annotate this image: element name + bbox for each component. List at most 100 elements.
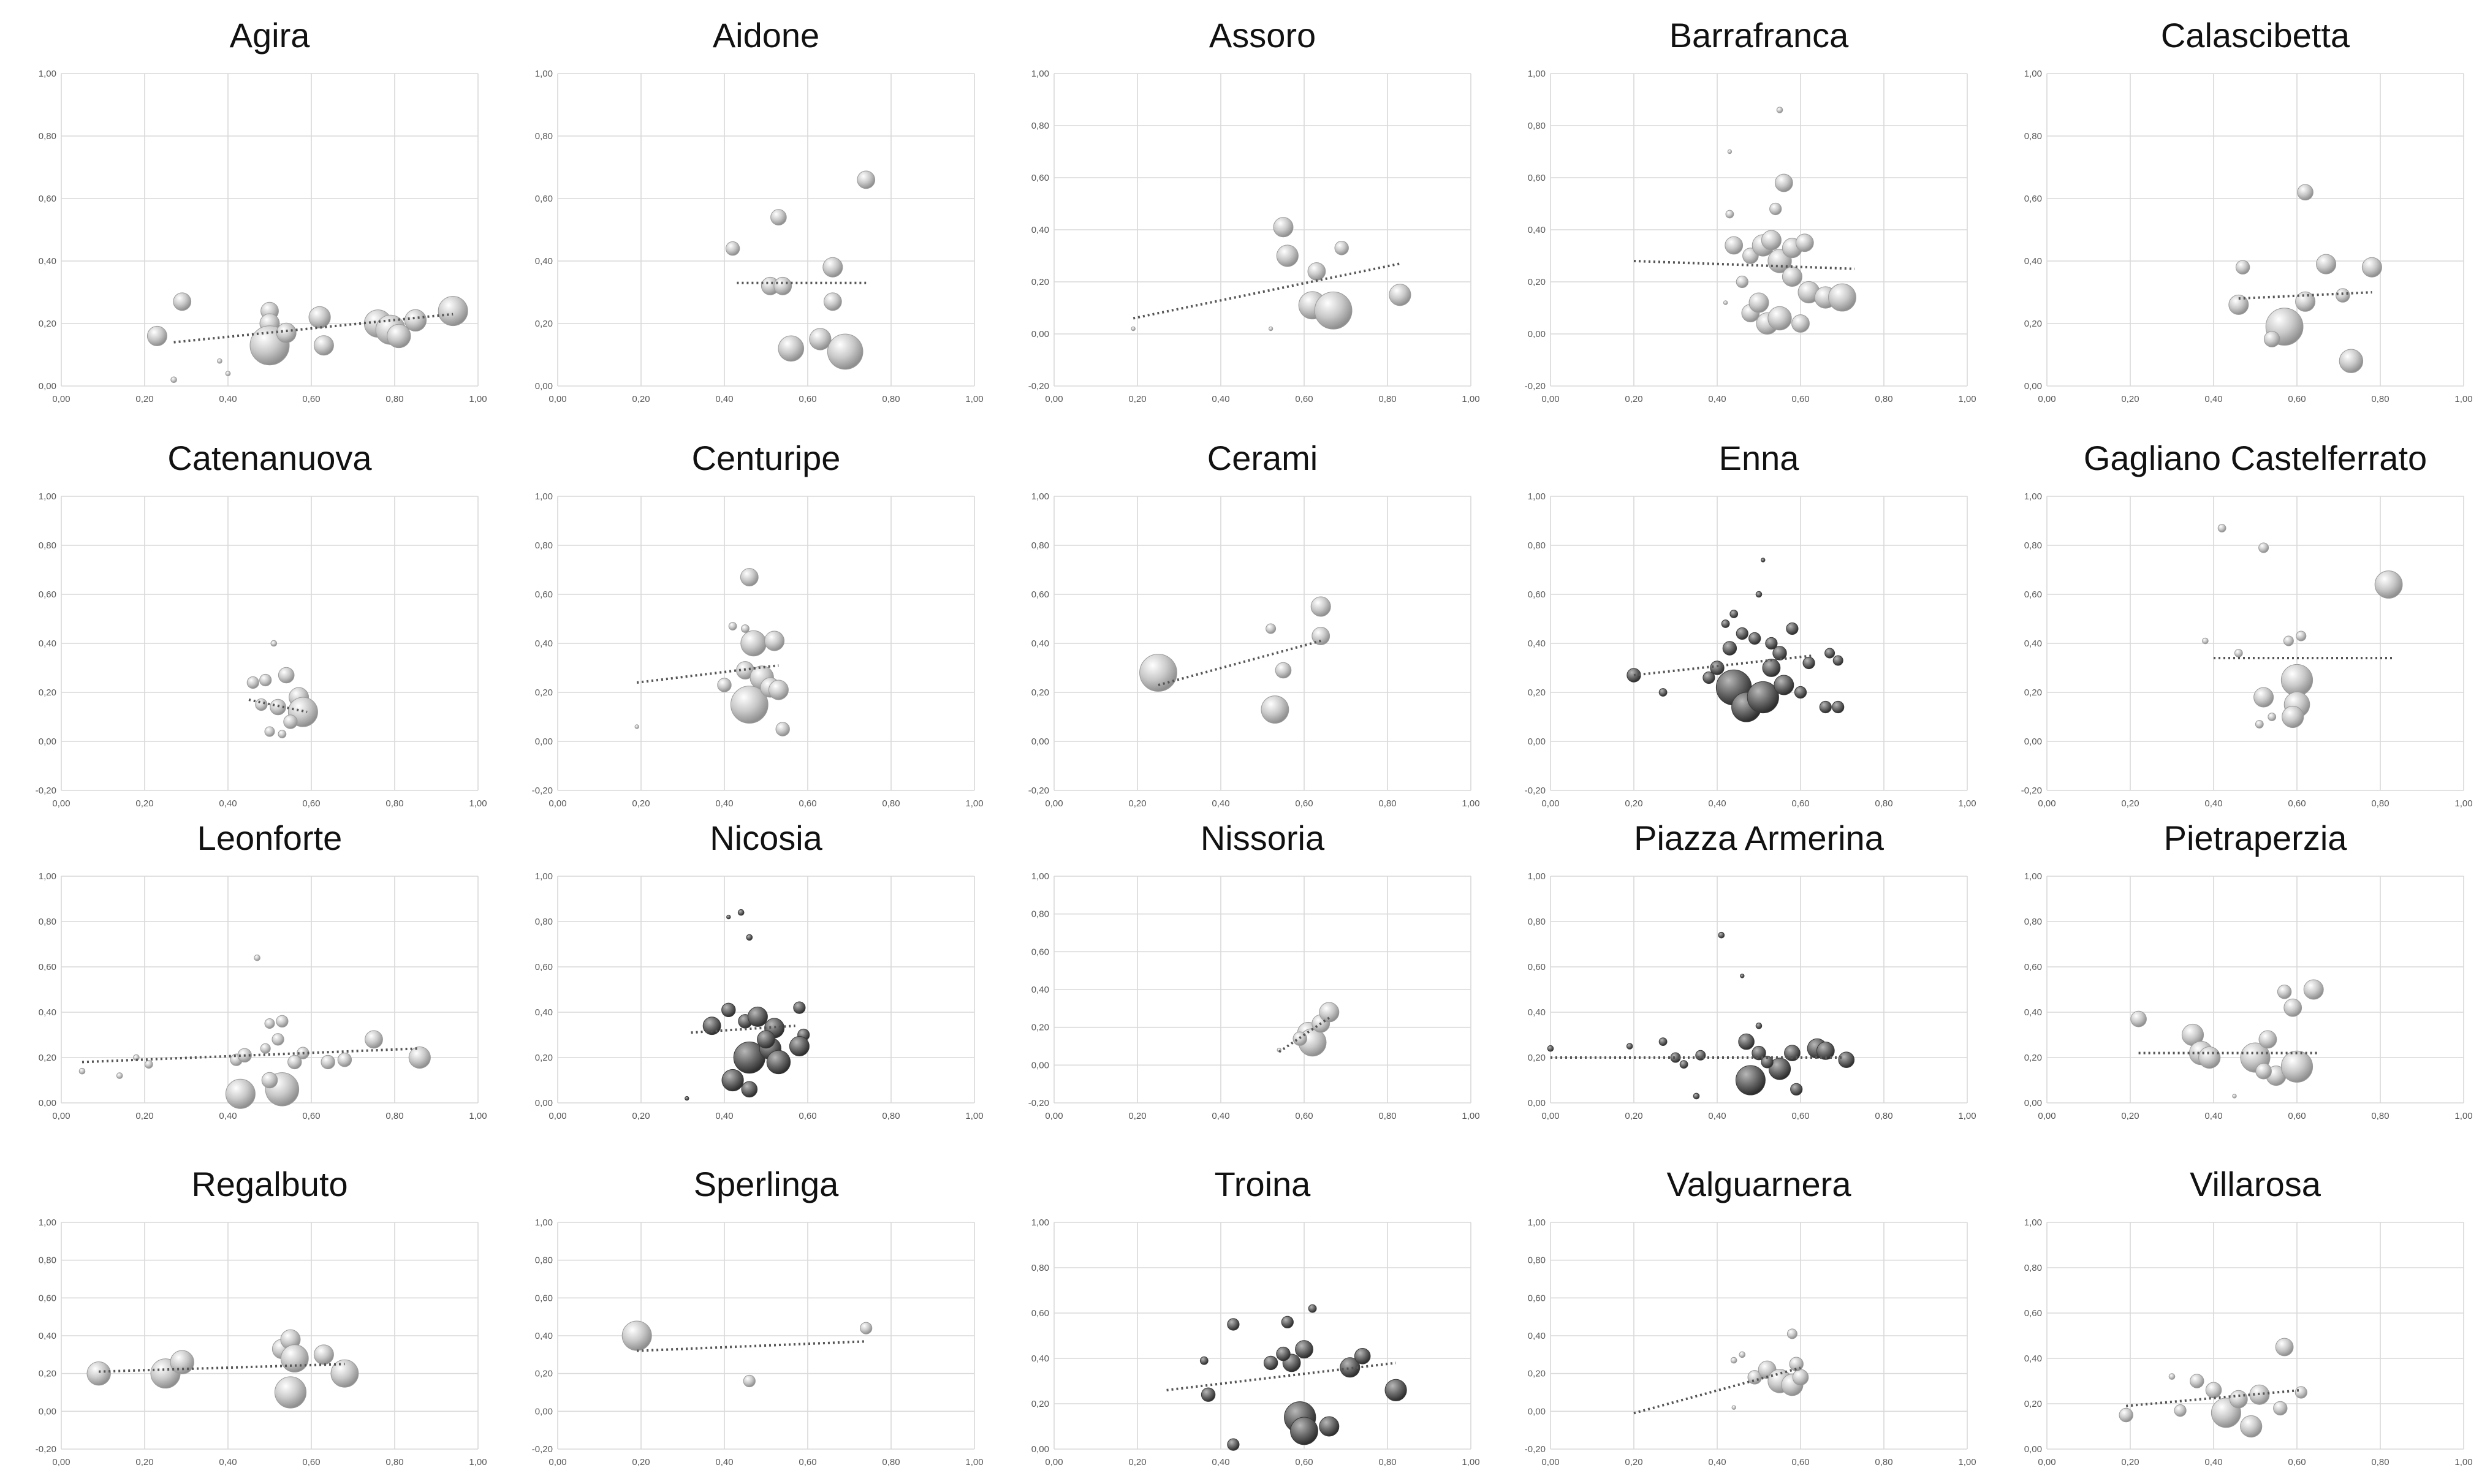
bubble-point xyxy=(2277,985,2292,999)
x-tick-label: 0,20 xyxy=(1128,394,1146,404)
y-tick-label: 0,60 xyxy=(535,194,553,204)
bubble-point xyxy=(2229,1390,2248,1409)
bubble-point xyxy=(2339,349,2364,373)
y-tick-label: 0,60 xyxy=(1031,589,1049,600)
bubble-point xyxy=(2234,649,2243,657)
y-tick-label: 0,20 xyxy=(535,687,553,698)
y-tick-label: 0,40 xyxy=(1031,985,1049,995)
bubble-point xyxy=(1670,1052,1681,1063)
bubble-point xyxy=(1319,1002,1340,1023)
bubble-point xyxy=(2374,570,2403,599)
x-tick-label: 0,20 xyxy=(2121,798,2139,809)
bubble-point xyxy=(2217,524,2226,532)
x-tick-label: 0,00 xyxy=(548,798,566,809)
y-tick-label: 0,40 xyxy=(2024,638,2042,649)
bubble-point xyxy=(1334,241,1349,256)
y-tick-label: 0,60 xyxy=(535,589,553,600)
bubble-point xyxy=(778,335,805,362)
bubble-point xyxy=(337,1053,352,1067)
scatter-plot: 0,00 0,20 0,40 0,60 0,80 1,00 0,00 0,20 0,40 0,60… xyxy=(535,871,984,1121)
scatter-plot: -0,20 0,00 0,20 0,40 0,60 0,80 1,00 0,00 0,20 0,4… xyxy=(36,491,487,809)
bubble-point xyxy=(770,209,787,225)
x-tick-label: 1,00 xyxy=(965,1457,983,1467)
x-tick-label: 1,00 xyxy=(469,1111,487,1121)
bubble-point xyxy=(1769,202,1782,216)
y-tick-label: 0,40 xyxy=(1031,638,1049,649)
x-tick-label: 0,20 xyxy=(2121,394,2139,404)
chart-panel: Nicosia 0,00 0,20 0,40 0,60 0,80 1,00 0,00 0,20 0… xyxy=(527,809,1005,1127)
y-tick-label: 0,80 xyxy=(1031,1263,1049,1273)
bubble-point xyxy=(146,325,167,346)
chart-title: Nissoria xyxy=(1200,819,1325,857)
bubble-point xyxy=(766,1050,791,1075)
y-tick-label: -0,20 xyxy=(36,1444,56,1455)
x-tick-label: 0,40 xyxy=(1212,394,1229,404)
chart-panel: Valguarnera -0,20 0,00 0,20 0,40 0,60 0,80 1,00… xyxy=(1520,1155,1998,1474)
y-tick-label: 0,40 xyxy=(1031,225,1049,235)
chart-panel: Nissoria -0,20 0,00 0,20 0,40 0,60 0,80 1,00 0,0… xyxy=(1023,809,1501,1127)
bubble-point xyxy=(1747,681,1779,714)
bubble-point xyxy=(775,722,790,736)
x-tick-label: 0,20 xyxy=(135,1111,153,1121)
y-tick-label: -0,20 xyxy=(1525,1444,1546,1455)
bubble-point xyxy=(789,1036,810,1056)
y-tick-label: 0,20 xyxy=(1528,277,1546,287)
y-tick-label: 0,80 xyxy=(39,131,56,142)
y-tick-label: 0,20 xyxy=(1031,277,1049,287)
bubble-point xyxy=(1739,1351,1746,1358)
y-tick-label: 0,80 xyxy=(535,1255,553,1266)
y-tick-label: 0,60 xyxy=(2024,589,2042,600)
bubble-point xyxy=(1794,686,1807,699)
chart-title: Nicosia xyxy=(710,819,822,857)
y-tick-label: 0,60 xyxy=(1528,589,1546,600)
bubble-point xyxy=(274,1376,307,1409)
bubble-point xyxy=(1276,1346,1291,1361)
x-tick-label: 0,80 xyxy=(882,798,900,809)
y-tick-label: 1,00 xyxy=(1528,69,1546,79)
x-tick-label: 0,80 xyxy=(1378,1111,1396,1121)
y-tick-label: 0,20 xyxy=(39,687,56,698)
y-tick-label: 0,00 xyxy=(1031,736,1049,747)
bubble-point xyxy=(1755,1022,1763,1029)
chart-panel: Villarosa 0,00 0,20 0,40 0,60 0,80 1,00 0,00 0,2… xyxy=(2016,1155,2490,1474)
bubble-point xyxy=(2263,331,2280,347)
bubble-point xyxy=(144,1060,153,1069)
x-tick-label: 0,80 xyxy=(1875,1457,1892,1467)
bubble-point xyxy=(1266,623,1277,634)
x-tick-label: 0,40 xyxy=(2204,394,2222,404)
bubble-point xyxy=(264,726,275,737)
x-tick-label: 0,80 xyxy=(1378,1457,1396,1467)
chart-title: Aidone xyxy=(712,16,820,55)
bubble-point xyxy=(271,1033,284,1046)
chart-title: Piazza Armerina xyxy=(1634,819,1884,857)
chart-panel: Agira 0,00 0,20 0,40 0,60 0,80 1,00 0,00 0,20 0,4… xyxy=(31,6,509,411)
y-tick-label: -0,20 xyxy=(1028,381,1049,392)
bubble-point xyxy=(1792,1369,1809,1386)
x-tick-label: 0,40 xyxy=(1212,798,1229,809)
x-tick-label: 0,00 xyxy=(1541,1111,1559,1121)
scatter-plot: 0,00 0,20 0,40 0,60 0,80 1,00 0,00 0,20 0,40 0,60… xyxy=(1528,871,1976,1121)
x-tick-label: 1,00 xyxy=(1958,394,1976,404)
bubble-point xyxy=(728,622,737,630)
bubble-point xyxy=(827,333,864,370)
bubble-point xyxy=(287,1054,302,1070)
bubble-point xyxy=(1832,655,1843,666)
x-tick-label: 0,40 xyxy=(219,1111,237,1121)
scatter-plot: -0,20 0,00 0,20 0,40 0,60 0,80 1,00 0,00 0,20 0,4… xyxy=(36,1217,487,1467)
x-tick-label: 0,20 xyxy=(135,1457,153,1467)
x-tick-label: 0,20 xyxy=(1625,1111,1642,1121)
bubble-point xyxy=(740,630,767,657)
bubble-point xyxy=(78,1067,86,1075)
y-tick-label: 0,60 xyxy=(1528,962,1546,972)
y-tick-label: 0,60 xyxy=(39,194,56,204)
x-tick-label: 0,80 xyxy=(1875,394,1892,404)
bubble-point xyxy=(2275,1338,2294,1357)
bubble-point xyxy=(1786,1328,1797,1339)
bubble-point xyxy=(2235,260,2250,274)
x-tick-label: 1,00 xyxy=(469,798,487,809)
scatter-plot: -0,20 0,00 0,20 0,40 0,60 0,80 1,00 0,00 0,20 0,4… xyxy=(1028,69,1480,404)
y-tick-label: 0,40 xyxy=(39,638,56,649)
bubble-point xyxy=(1389,284,1411,306)
bubble-point xyxy=(741,624,750,633)
trend-line xyxy=(1166,1361,1396,1391)
